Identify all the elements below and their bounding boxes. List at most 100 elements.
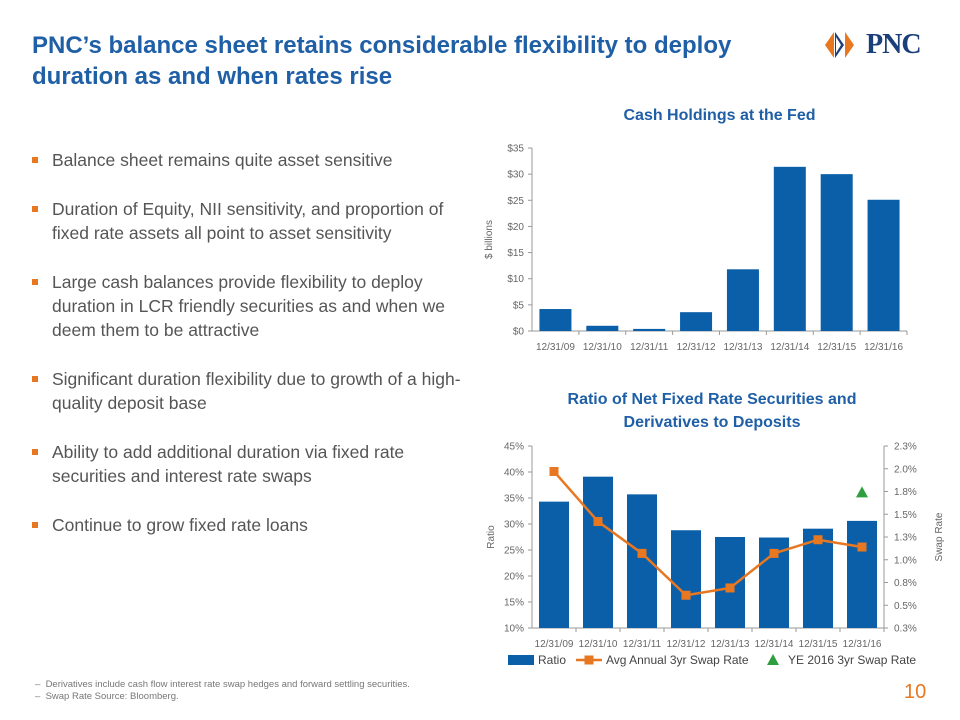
bullet-text: Balance sheet remains quite asset sensit…	[52, 150, 393, 170]
bullet-text: Large cash balances provide flexibility …	[52, 272, 445, 340]
bullet-square-icon	[32, 449, 38, 455]
swap-rate-point	[857, 542, 867, 552]
y-tick-label: $35	[507, 144, 524, 155]
page-title: PNC’s balance sheet retains considerable…	[32, 32, 732, 90]
x-tick-label: 12/31/13	[711, 639, 750, 650]
footnotes: – Derivatives include cash flow interest…	[35, 679, 410, 703]
x-tick-label: 12/31/14	[755, 639, 794, 650]
bar	[539, 309, 572, 331]
bullet-square-icon	[32, 376, 38, 382]
y2-tick-label: 1.8%	[894, 487, 917, 498]
y-tick-label: $0	[513, 327, 525, 338]
y2-axis-label: Swap Rate	[934, 512, 945, 561]
bar	[773, 166, 806, 331]
x-tick-label: 12/31/09	[535, 639, 574, 650]
legend-ye-label: YE 2016 3yr Swap Rate	[788, 653, 916, 667]
y-tick-label: 25%	[504, 546, 524, 557]
ratio-chart: Ratio of Net Fixed Rate Securities and De…	[486, 391, 945, 667]
y-tick-label: 20%	[504, 572, 524, 583]
x-tick-label: 12/31/16	[843, 639, 882, 650]
legend: Ratio Avg Annual 3yr Swap Rate YE 2016 3yr…	[508, 653, 916, 667]
y-axis-label: Ratio	[486, 525, 497, 549]
x-tick-label: 12/31/16	[864, 342, 903, 353]
y-tick-label: 45%	[504, 442, 524, 453]
bar	[867, 199, 900, 331]
bullet-list: Balance sheet remains quite asset sensit…	[30, 148, 470, 562]
y-tick-label: $5	[513, 300, 525, 311]
y-tick-label: 10%	[504, 624, 524, 635]
bullet-square-icon	[32, 522, 38, 528]
y2-tick-label: 0.8%	[894, 578, 917, 589]
x-tick-label: 12/31/11	[630, 342, 669, 353]
bullet-item: Continue to grow fixed rate loans	[30, 513, 470, 537]
ratio-bar	[583, 476, 613, 628]
ratio-bar	[803, 528, 833, 628]
x-tick-label: 12/31/11	[623, 639, 662, 650]
swap-rate-line	[553, 470, 863, 597]
cash-holdings-chart: Cash Holdings at the Fed $0 $5 $10 $15 $20 $25…	[484, 107, 908, 353]
legend-ratio-label: Ratio	[538, 653, 566, 667]
y2-tick-label: 1.3%	[894, 533, 917, 544]
x-tick-label: 12/31/10	[579, 639, 618, 650]
y-tick-label: $10	[507, 274, 524, 285]
y2-tick-label: 1.0%	[894, 555, 917, 566]
y-tick-label: 15%	[504, 598, 524, 609]
y-tick-label: $25	[507, 196, 524, 207]
bar	[586, 325, 619, 331]
x-tick-label: 12/31/12	[667, 639, 706, 650]
ratio-bar	[847, 520, 877, 628]
swap-rate-point	[725, 583, 735, 593]
ratio-bar	[627, 494, 657, 628]
chart-title: Cash Holdings at the Fed	[623, 107, 815, 124]
y2-tick-label: 0.3%	[894, 624, 917, 635]
bullet-square-icon	[32, 206, 38, 212]
legend-ye-marker-swatch	[767, 654, 779, 665]
bullet-item: Duration of Equity, NII sensitivity, and…	[30, 197, 470, 245]
ratio-bar	[671, 530, 701, 628]
ratio-bar	[539, 501, 569, 628]
x-tick-label: 12/31/13	[723, 342, 762, 353]
y2-tick-label: 1.5%	[894, 510, 917, 521]
y-tick-label: $15	[507, 248, 524, 259]
bullet-item: Large cash balances provide flexibility …	[30, 270, 470, 342]
bullet-square-icon	[32, 279, 38, 285]
bullet-item: Significant duration flexibility due to …	[30, 367, 470, 415]
swap-rate-point	[593, 517, 603, 527]
y-axis-label: $ billions	[484, 220, 495, 259]
bullet-text: Ability to add additional duration via f…	[52, 442, 405, 486]
y-tick-label: $20	[507, 222, 524, 233]
x-tick-label: 12/31/14	[770, 342, 809, 353]
y-tick-label: 30%	[504, 520, 524, 531]
footnote: – Swap Rate Source: Bloomberg.	[35, 691, 179, 702]
x-tick-label: 12/31/09	[536, 342, 575, 353]
swap-rate-point	[637, 548, 647, 558]
bullet-item: Balance sheet remains quite asset sensit…	[30, 148, 470, 172]
bullet-text: Duration of Equity, NII sensitivity, and…	[52, 199, 444, 243]
chart-title-line2: Derivatives to Deposits	[624, 414, 801, 431]
bar	[820, 174, 853, 331]
ratio-bar	[715, 537, 745, 628]
bar	[680, 312, 713, 331]
footnote: – Derivatives include cash flow interest…	[35, 679, 410, 690]
y2-tick-label: 2.0%	[894, 464, 917, 475]
bullet-item: Ability to add additional duration via f…	[30, 440, 470, 488]
y2-tick-label: 2.3%	[894, 442, 917, 453]
swap-rate-point	[549, 466, 559, 476]
y-tick-label: 40%	[504, 468, 524, 479]
chart-title-line1: Ratio of Net Fixed Rate Securities and	[568, 391, 857, 408]
legend-ratio-swatch	[508, 655, 534, 665]
pnc-logo: PNC	[822, 28, 932, 62]
swap-rate-point	[681, 590, 691, 600]
swap-rate-point	[769, 548, 779, 558]
y-tick-label: 35%	[504, 494, 524, 505]
bullet-text: Significant duration flexibility due to …	[52, 369, 461, 413]
bar	[633, 328, 666, 331]
x-tick-label: 12/31/15	[799, 639, 838, 650]
legend-swap-point-swatch	[584, 655, 594, 665]
x-tick-label: 12/31/15	[817, 342, 856, 353]
y-tick-label: $30	[507, 170, 524, 181]
legend-swap-label: Avg Annual 3yr Swap Rate	[606, 653, 749, 667]
ye-2016-swap-rate-marker	[856, 486, 868, 498]
y2-tick-label: 0.5%	[894, 601, 917, 612]
bullet-text: Continue to grow fixed rate loans	[52, 515, 308, 535]
